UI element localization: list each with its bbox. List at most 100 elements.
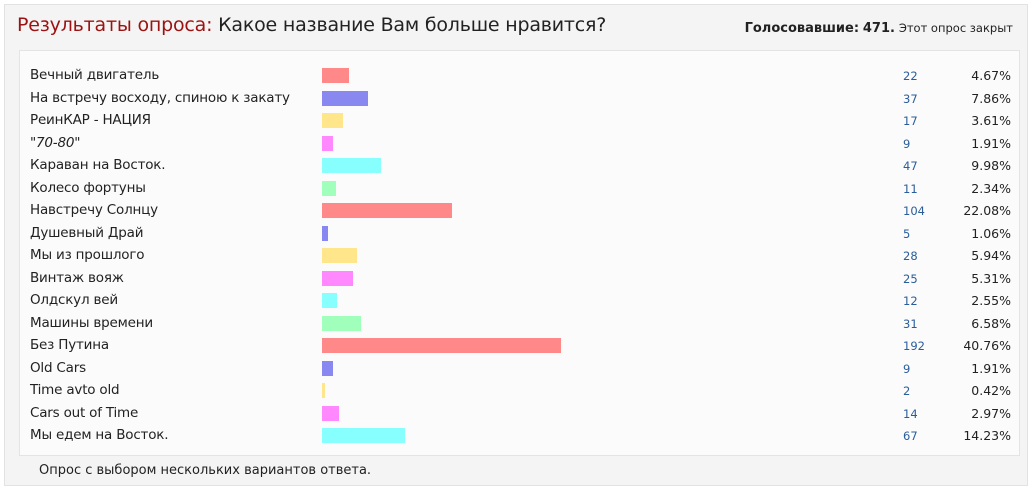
vote-count: 11 bbox=[903, 181, 918, 196]
votes-count: 471 bbox=[862, 21, 891, 36]
result-bar bbox=[322, 360, 333, 376]
result-bar bbox=[322, 383, 325, 398]
option-label: Без Путина bbox=[30, 337, 109, 353]
option-label: Мы из прошлого bbox=[30, 247, 145, 263]
vote-percent: 4.67% bbox=[971, 68, 1011, 83]
result-bar bbox=[322, 180, 336, 196]
vote-count: 2 bbox=[903, 384, 911, 398]
option-label: Колесо фортуны bbox=[30, 179, 146, 196]
results-list: Вечный двигатель 22 4.67% На встречу восход… bbox=[19, 50, 1020, 456]
result-bar bbox=[322, 293, 337, 308]
option-label: "70-80" bbox=[30, 134, 81, 151]
table-row: Вечный двигатель 22 4.67% bbox=[20, 64, 1019, 87]
poll-footnote: Опрос с выбором нескольких вариантов отв… bbox=[39, 463, 372, 478]
option-label: Time avto old bbox=[30, 382, 120, 398]
option-label: Навстречу Солнцу bbox=[30, 202, 158, 218]
result-bar-track bbox=[322, 90, 762, 106]
result-bar bbox=[322, 248, 357, 263]
option-label: Машины времени bbox=[30, 314, 153, 331]
result-bar bbox=[322, 225, 328, 241]
vote-percent: 5.94% bbox=[971, 248, 1011, 263]
result-bar-track bbox=[322, 270, 762, 286]
poll-title: Результаты опроса: Какое название Вам бо… bbox=[17, 14, 606, 36]
option-label: Cars out of Time bbox=[30, 404, 139, 421]
table-row: Мы из прошлого 28 5.94% bbox=[20, 244, 1019, 267]
vote-percent: 3.61% bbox=[971, 113, 1011, 128]
result-bar bbox=[322, 113, 343, 128]
vote-count: 25 bbox=[903, 271, 918, 286]
vote-percent: 1.91% bbox=[971, 135, 1011, 151]
result-bar bbox=[322, 405, 339, 421]
table-row: Cars out of Time 14 2.97% bbox=[20, 402, 1019, 425]
table-row: Колесо фортуны 11 2.34% bbox=[20, 177, 1019, 200]
table-row: Time avto old 2 0.42% bbox=[20, 379, 1019, 402]
table-row: Без Путина 192 40.76% bbox=[20, 334, 1019, 357]
result-bar-track bbox=[322, 203, 762, 218]
table-row: РеинКАР - НАЦИЯ 17 3.61% bbox=[20, 109, 1019, 132]
vote-percent: 1.06% bbox=[971, 225, 1011, 241]
result-bar-track bbox=[322, 428, 762, 443]
poll-closed-status: Этот опрос закрыт bbox=[898, 21, 1013, 35]
table-row: Душевный Драй 5 1.06% bbox=[20, 222, 1019, 245]
vote-count: 37 bbox=[903, 91, 918, 106]
result-bar bbox=[322, 135, 333, 151]
result-bar bbox=[322, 428, 405, 443]
result-bar-track bbox=[322, 158, 762, 173]
table-row: Навстречу Солнцу 104 22.08% bbox=[20, 199, 1019, 222]
result-bar-track bbox=[322, 248, 762, 263]
poll-header: Результаты опроса: Какое название Вам бо… bbox=[15, 11, 1017, 43]
option-label: Мы едем на Восток. bbox=[30, 427, 169, 443]
result-bar-track bbox=[322, 180, 762, 196]
vote-count: 17 bbox=[903, 114, 918, 128]
vote-count: 12 bbox=[903, 294, 918, 308]
vote-percent: 5.31% bbox=[971, 270, 1011, 286]
vote-count: 31 bbox=[903, 316, 918, 331]
option-label: Душевный Драй bbox=[30, 224, 144, 241]
table-row: Мы едем на Восток. 67 14.23% bbox=[20, 424, 1019, 447]
vote-count: 104 bbox=[903, 204, 925, 218]
option-label: На встречу восходу, спиною к закату bbox=[30, 89, 290, 106]
option-label: РеинКАР - НАЦИЯ bbox=[30, 112, 151, 128]
table-row: Винтаж вояж 25 5.31% bbox=[20, 267, 1019, 290]
result-bar bbox=[322, 315, 361, 331]
table-row: "70-80" 9 1.91% bbox=[20, 132, 1019, 155]
vote-percent: 14.23% bbox=[963, 428, 1011, 443]
result-bar-track bbox=[322, 405, 762, 421]
vote-percent: 6.58% bbox=[971, 315, 1011, 331]
result-bar-track bbox=[322, 293, 762, 308]
option-label: Олдскул вей bbox=[30, 292, 118, 308]
result-bar-track bbox=[322, 113, 762, 128]
result-bar-track bbox=[322, 360, 762, 376]
result-bar-track bbox=[322, 383, 762, 398]
option-label: Винтаж вояж bbox=[30, 269, 124, 286]
result-bar-track bbox=[322, 338, 762, 353]
option-label: Караван на Восток. bbox=[30, 157, 166, 173]
table-row: Караван на Восток. 47 9.98% bbox=[20, 154, 1019, 177]
option-label: Вечный двигатель bbox=[30, 67, 160, 83]
result-bar-track bbox=[322, 135, 762, 151]
table-row: На встречу восходу, спиною к закату 37 7.8… bbox=[20, 87, 1019, 110]
option-label: Old Cars bbox=[30, 359, 86, 376]
result-bar bbox=[322, 338, 561, 353]
result-bar-track bbox=[322, 225, 762, 241]
result-bar bbox=[322, 158, 381, 173]
poll-title-prefix: Результаты опроса: bbox=[17, 14, 213, 36]
vote-count: 5 bbox=[903, 226, 911, 241]
vote-count: 9 bbox=[903, 361, 911, 376]
vote-count: 9 bbox=[903, 136, 911, 151]
result-bar-track bbox=[322, 68, 762, 83]
table-row: Машины времени 31 6.58% bbox=[20, 312, 1019, 335]
vote-count: 14 bbox=[903, 406, 918, 421]
result-bar-track bbox=[322, 315, 762, 331]
vote-count: 192 bbox=[903, 339, 925, 353]
vote-count: 47 bbox=[903, 159, 918, 173]
poll-meta: Голосовавшие: 471. Этот опрос закрыт bbox=[745, 21, 1013, 36]
poll-results-panel: Результаты опроса: Какое название Вам бо… bbox=[4, 4, 1028, 486]
table-row: Олдскул вей 12 2.55% bbox=[20, 289, 1019, 312]
vote-percent: 9.98% bbox=[971, 158, 1011, 173]
poll-question: Какое название Вам больше нравится? bbox=[218, 14, 607, 36]
vote-count: 67 bbox=[903, 429, 918, 443]
table-row: Old Cars 9 1.91% bbox=[20, 357, 1019, 380]
votes-separator: . bbox=[890, 21, 895, 36]
vote-percent: 7.86% bbox=[971, 90, 1011, 106]
